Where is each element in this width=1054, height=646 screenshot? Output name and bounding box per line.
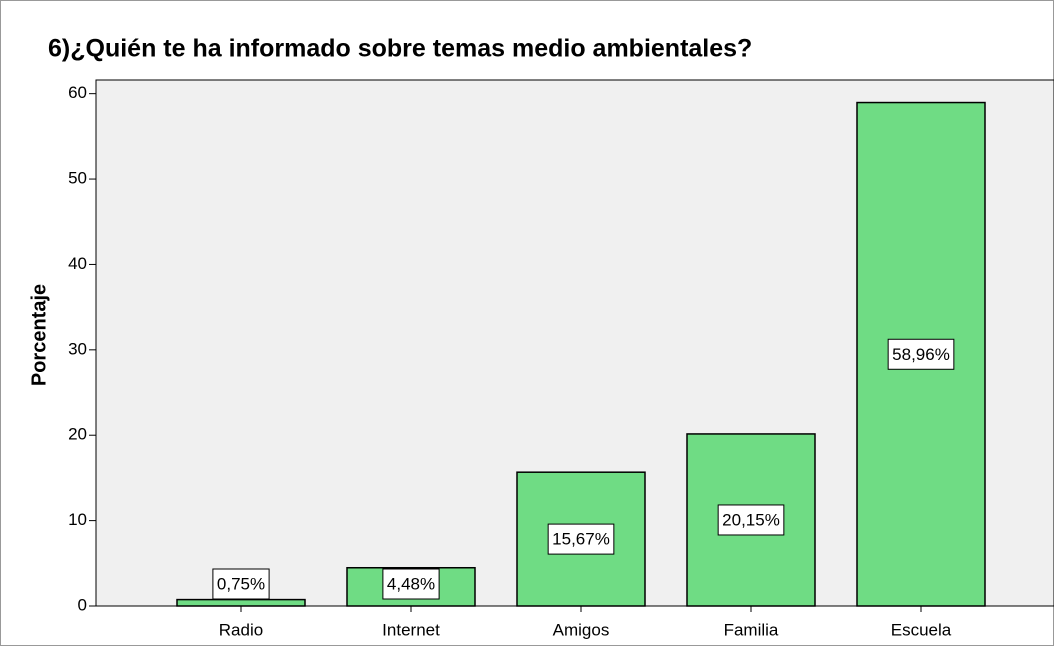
value-label: 20,15% [722,510,780,529]
y-tick-label: 0 [78,595,87,614]
bar [176,598,306,607]
chart-title: 6)¿Quién te ha informado sobre temas med… [48,35,752,63]
y-tick-label: 20 [68,425,87,444]
y-tick-label: 50 [68,169,87,188]
y-axis-label: Porcentaje [28,284,50,386]
x-tick-label: Internet [382,620,440,639]
y-tick-label: 30 [68,339,87,358]
x-tick-label: Radio [219,620,263,639]
value-label: 0,75% [217,574,265,593]
x-tick-label: Escuela [891,620,952,639]
x-tick-label: Amigos [553,620,610,639]
value-label: 4,48% [387,574,435,593]
value-label: 15,67% [552,530,610,549]
x-tick-label: Familia [724,620,779,639]
y-tick-label: 40 [68,254,87,273]
y-tick-label: 10 [68,510,87,529]
y-tick-label: 60 [68,83,87,102]
value-label-box [382,568,440,600]
value-label-box [717,504,785,536]
value-label-box [547,523,615,555]
value-label-box [212,568,270,600]
value-label-box [887,338,955,370]
value-label: 58,96% [892,345,950,364]
